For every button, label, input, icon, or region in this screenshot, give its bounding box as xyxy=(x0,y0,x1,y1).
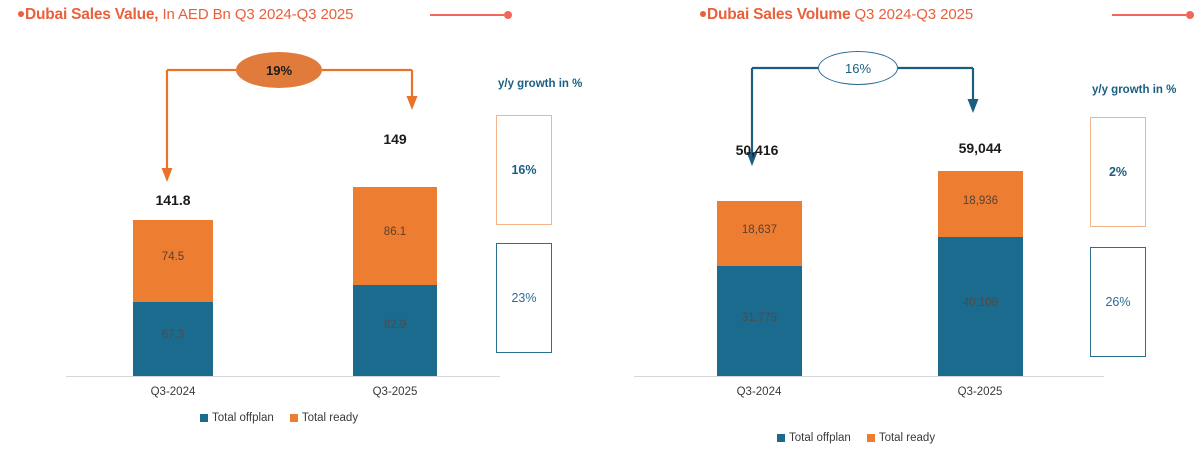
bar-segment-ready[interactable]: 18,936 xyxy=(938,171,1023,237)
legend-label: Total ready xyxy=(301,412,359,424)
panel-title: Dubai Sales Value, In AED Bn Q3 2024-Q3 … xyxy=(18,6,354,28)
panel-title: Dubai Sales Volume Q3 2024-Q3 2025 xyxy=(700,6,973,28)
bar-total-label: 149 xyxy=(383,131,407,147)
bar-total-label: 141.8 xyxy=(155,192,191,208)
bar-segment-ready[interactable]: 86.1 xyxy=(353,187,437,285)
bar-segment-ready-label: 74.5 xyxy=(161,251,185,263)
overall-growth-bubble: 19% xyxy=(236,52,322,88)
title-rule-decoration xyxy=(430,11,512,19)
legend-swatch-icon xyxy=(200,414,208,422)
bar-segment-ready-label: 18,936 xyxy=(962,195,999,207)
legend-swatch-icon xyxy=(866,434,875,442)
legend-item-offplan[interactable]: Total offplan xyxy=(777,432,851,444)
chart-legend: Total offplan Total ready xyxy=(200,412,358,424)
panel-title-strong: Dubai Sales Value, xyxy=(25,6,159,23)
bullet-dot-icon xyxy=(700,10,706,17)
growth-panel-caption: y/y growth in % xyxy=(1092,84,1177,96)
legend-label: Total ready xyxy=(878,432,936,444)
bar-total-label: 59,044 xyxy=(958,140,1002,156)
bar-segment-ready[interactable]: 18,637 xyxy=(717,201,802,266)
legend-label: Total offplan xyxy=(789,432,851,444)
overall-growth-bubble: 16% xyxy=(818,51,898,85)
bar-q3-2025[interactable]: 18,936 40,108 xyxy=(938,171,1023,376)
title-rule-dot-icon xyxy=(504,11,512,19)
bar-total-label: 50,416 xyxy=(735,142,779,158)
legend-item-offplan[interactable]: Total offplan xyxy=(200,412,274,424)
bar-segment-offplan-label: 31,779 xyxy=(741,312,778,324)
bar-segment-ready-label: 86.1 xyxy=(383,226,407,238)
growth-box-offplan: 23% xyxy=(496,243,552,353)
growth-box-ready: 16% xyxy=(496,115,552,225)
x-axis-category-label: Q3-2025 xyxy=(957,386,1003,398)
bar-segment-offplan-label: 82.9 xyxy=(383,319,407,331)
growth-box-ready: 2% xyxy=(1090,117,1146,227)
chart-plot-area: 50,416 18,637 31,779 Q3-2024 59,044 18,9… xyxy=(602,0,1204,460)
bar-segment-offplan[interactable]: 40,108 xyxy=(938,237,1023,376)
chart-plot-area: 141.8 74.5 67.3 Q3-2024 149 86.1 82.9 xyxy=(66,131,500,398)
x-axis-category-label: Q3-2024 xyxy=(736,386,782,398)
bar-segment-offplan[interactable]: 67.3 xyxy=(133,302,213,376)
legend-label: Total offplan xyxy=(212,412,274,424)
panel-title-light: In AED Bn Q3 2024-Q3 2025 xyxy=(158,6,354,23)
panel-title-strong: Dubai Sales Volume xyxy=(707,6,851,23)
title-rule-dot-icon xyxy=(1186,11,1194,19)
growth-connector-volume xyxy=(746,66,979,166)
growth-panel-caption: y/y growth in % xyxy=(498,78,583,90)
x-axis-line xyxy=(66,376,500,377)
bar-q3-2024[interactable]: 74.5 67.3 xyxy=(133,220,213,376)
panel-dubai-sales-value: Dubai Sales Value, In AED Bn Q3 2024-Q3 … xyxy=(18,6,583,424)
title-rule-decoration xyxy=(1112,11,1194,19)
bar-segment-offplan-label: 67.3 xyxy=(161,329,185,341)
panel-dubai-sales-volume: Dubai Sales Volume Q3 2024-Q3 2025 16% 5… xyxy=(602,0,1204,460)
bar-q3-2024[interactable]: 18,637 31,779 xyxy=(717,201,802,376)
chart-legend: Total offplan Total ready xyxy=(777,432,935,444)
growth-connector-value xyxy=(161,68,418,182)
bar-q3-2025[interactable]: 86.1 82.9 xyxy=(353,187,437,376)
bullet-dot-icon xyxy=(18,10,24,17)
bar-segment-ready[interactable]: 74.5 xyxy=(133,220,213,302)
panel-title-light: Q3 2024-Q3 2025 xyxy=(850,6,974,23)
bar-segment-ready-label: 18,637 xyxy=(741,224,778,236)
growth-box-offplan: 26% xyxy=(1090,247,1146,357)
x-axis-category-label: Q3-2025 xyxy=(372,386,418,398)
bar-segment-offplan-label: 40,108 xyxy=(962,297,999,309)
bar-segment-offplan[interactable]: 31,779 xyxy=(717,266,802,376)
bar-segment-offplan[interactable]: 82.9 xyxy=(353,285,437,376)
x-axis-category-label: Q3-2024 xyxy=(150,386,196,398)
legend-swatch-icon xyxy=(289,414,298,422)
legend-item-ready[interactable]: Total ready xyxy=(866,432,936,444)
x-axis-line xyxy=(634,376,1104,377)
legend-swatch-icon xyxy=(777,434,785,442)
legend-item-ready[interactable]: Total ready xyxy=(289,412,359,424)
